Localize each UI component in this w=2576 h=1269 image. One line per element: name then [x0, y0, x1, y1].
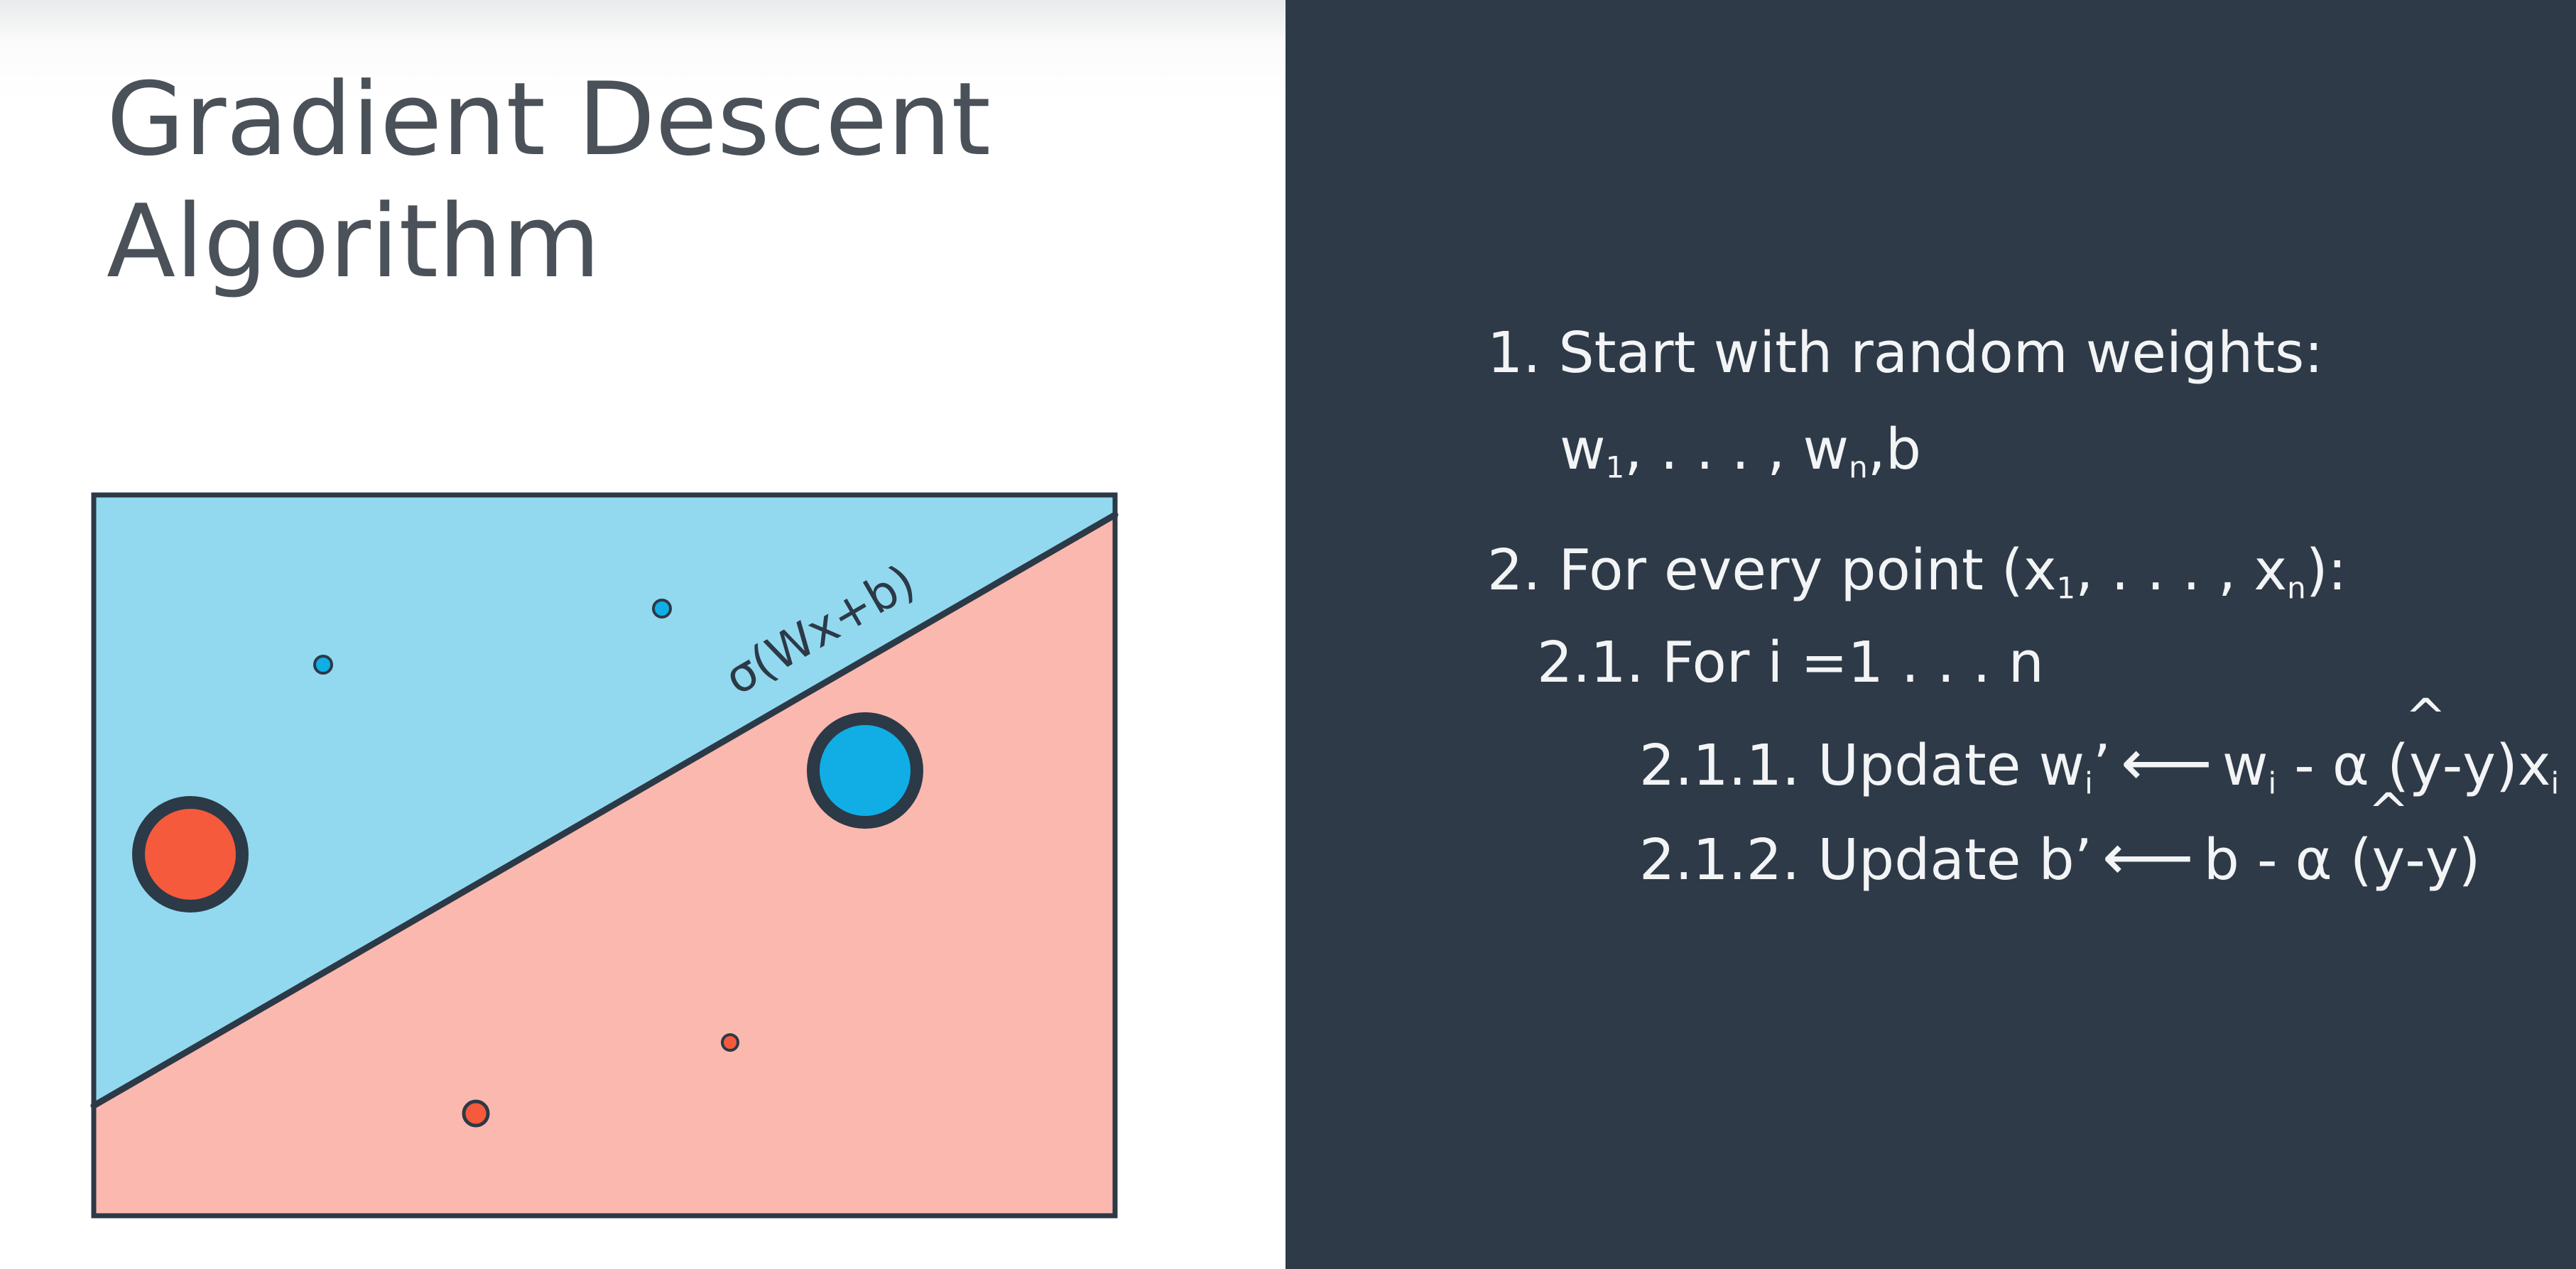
- classification-diagram: σ(Wx+b): [90, 492, 1119, 1219]
- y-hat: ^ y: [2405, 692, 2447, 794]
- bias-b: ,b: [1867, 417, 1921, 482]
- slide-title-line-1: Gradient Descent: [107, 61, 991, 178]
- large-red-point-misclassified: [132, 796, 249, 913]
- small-blue-point: [652, 599, 672, 619]
- small-red-point: [721, 1033, 739, 1052]
- weight-w: w: [1560, 417, 1606, 482]
- step-2-1-2: 2.1.2. Update b’ ⟵ b - α (^ y-y): [1639, 787, 2481, 895]
- y-hat-letter: y: [2408, 733, 2442, 798]
- step-1: 1. Start with random weights:: [1487, 325, 2323, 381]
- rhs-subscript-i: i: [2268, 766, 2277, 801]
- slide-title-line-2: Algorithm: [107, 183, 601, 300]
- prime-mark: ’: [2092, 733, 2111, 798]
- blue-region: [94, 495, 1115, 1106]
- step-2-subscript-n: n: [2287, 570, 2306, 606]
- step-2-1-label: 2.1. For i =1 . . . n: [1537, 630, 2044, 695]
- y-hat: ^ y: [2368, 787, 2410, 888]
- step-2-separator: , . . . , x: [2075, 538, 2288, 603]
- left-arrow-icon: ⟵: [2102, 820, 2194, 895]
- boundary-line: [90, 511, 1119, 1109]
- large-blue-point-misclassified: [807, 712, 923, 829]
- diagram-frame: [91, 492, 1118, 1219]
- y-hat-letter: y: [2371, 827, 2406, 893]
- step-2-1-1-subscript-i: i: [2085, 766, 2093, 801]
- step-2-prefix: 2. For every point (x: [1487, 538, 2057, 603]
- step-2-1-2-label: 2.1.2. Update b’: [1639, 827, 2092, 893]
- weight-w-n: w: [1803, 417, 1849, 482]
- left-arrow-icon: ⟵: [2120, 726, 2212, 800]
- hat-icon: ^: [2404, 688, 2447, 746]
- rhs-tail: -y)x: [2442, 733, 2551, 798]
- hat-icon: ^: [2367, 783, 2410, 841]
- step-2-subscript-1: 1: [2056, 570, 2076, 606]
- rhs-tail-subscript-i: i: [2550, 766, 2560, 801]
- step-1-weights: w1, . . . , wn,b: [1560, 422, 1921, 483]
- left-panel: Gradient Descent Algorithm σ(Wx+b): [0, 0, 1286, 1269]
- weight-subscript-1: 1: [1605, 450, 1625, 485]
- rhs-tail: -y): [2405, 827, 2481, 893]
- step-2-1-1: 2.1.1. Update wi’ ⟵ wi - α (^ y-y)xi: [1639, 692, 2559, 800]
- rhs-w: w: [2222, 733, 2268, 798]
- step-2: 2. For every point (x1, . . . , xn):: [1487, 543, 2347, 604]
- pink-region: [94, 515, 1115, 1216]
- weight-subscript-n: n: [1849, 450, 1868, 485]
- step-2-1: 2.1. For i =1 . . . n: [1537, 635, 2044, 691]
- rhs-bias: b - α (: [2203, 827, 2372, 893]
- rhs-learning-rate: - α (: [2276, 733, 2409, 798]
- step-2-suffix: ):: [2305, 538, 2347, 603]
- step-2-1-1-label: 2.1.1. Update w: [1639, 733, 2085, 798]
- small-blue-point: [313, 655, 333, 675]
- step-1-label: 1. Start with random weights:: [1487, 320, 2323, 386]
- small-red-point: [462, 1099, 490, 1128]
- right-panel: [1286, 0, 2576, 1269]
- weight-separator: , . . . ,: [1624, 417, 1803, 482]
